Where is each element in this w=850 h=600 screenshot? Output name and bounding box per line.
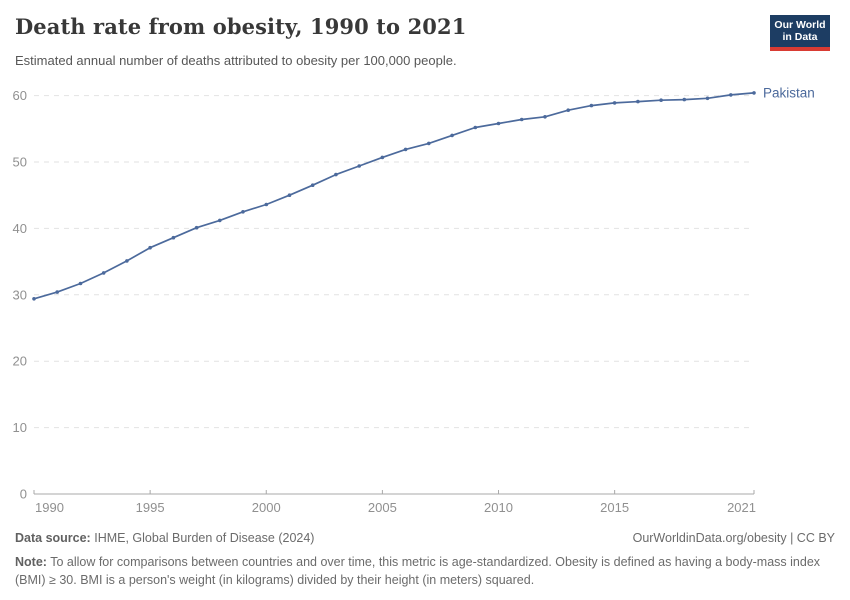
- data-point[interactable]: [473, 125, 478, 130]
- chart-note: Note: To allow for comparisons between c…: [15, 554, 827, 589]
- data-point[interactable]: [450, 133, 454, 138]
- y-gridlines: [34, 95, 754, 429]
- data-point[interactable]: [55, 290, 59, 294]
- data-point[interactable]: [241, 210, 245, 214]
- x-axis: 1990 1995 2000 2005 2010 2015 2021: [33, 490, 756, 515]
- data-point[interactable]: [589, 103, 594, 108]
- data-source-value: IHME, Global Burden of Disease (2024): [94, 531, 315, 545]
- data-point[interactable]: [125, 259, 129, 263]
- data-point[interactable]: [334, 172, 338, 177]
- data-point[interactable]: [148, 245, 152, 250]
- chart-title: Death rate from obesity, 1990 to 2021: [15, 14, 467, 39]
- data-point[interactable]: [403, 147, 408, 152]
- series-markers: [32, 91, 756, 301]
- y-tick-label: 50: [13, 155, 27, 170]
- x-tick-label: 2015: [600, 500, 629, 515]
- entity-label[interactable]: Pakistan: [763, 85, 815, 100]
- x-tick-label: 2000: [252, 500, 281, 515]
- data-point[interactable]: [543, 115, 547, 119]
- x-tick-label: 2010: [484, 500, 513, 515]
- y-tick-label: 60: [13, 88, 27, 103]
- data-point[interactable]: [519, 117, 524, 122]
- data-point[interactable]: [101, 271, 106, 275]
- data-point[interactable]: [194, 225, 199, 230]
- data-point[interactable]: [659, 98, 663, 102]
- data-point[interactable]: [357, 164, 362, 168]
- series-line-pakistan[interactable]: [33, 92, 755, 300]
- data-point[interactable]: [218, 218, 222, 223]
- data-point[interactable]: [705, 96, 710, 101]
- y-tick-label: 20: [13, 354, 27, 369]
- data-point[interactable]: [171, 235, 176, 240]
- data-point[interactable]: [729, 93, 733, 97]
- data-source-label: Data source:: [15, 531, 91, 545]
- data-point[interactable]: [310, 183, 315, 187]
- data-point[interactable]: [496, 121, 501, 126]
- x-tick-label: 2021: [727, 500, 756, 515]
- y-tick-label: 30: [13, 287, 27, 302]
- attribution-link[interactable]: OurWorldinData.org/obesity | CC BY: [632, 531, 835, 545]
- owid-logo-line2: in Data: [782, 31, 818, 43]
- data-point[interactable]: [566, 108, 570, 112]
- data-point[interactable]: [287, 193, 292, 197]
- data-point[interactable]: [78, 281, 83, 286]
- y-tick-label: 40: [13, 221, 27, 236]
- owid-logo-line1: Our World: [774, 19, 826, 31]
- data-point[interactable]: [752, 91, 756, 95]
- data-source: Data source: IHME, Global Burden of Dise…: [15, 531, 314, 545]
- chart-note-text: To allow for comparisons between countri…: [15, 555, 821, 587]
- x-tick-label: 1990: [35, 500, 64, 515]
- y-axis-labels: 0 10 20 30 40 50 60: [13, 88, 27, 501]
- chart-note-label: Note:: [15, 555, 47, 569]
- x-tick-label: 2005: [368, 500, 397, 515]
- chart-subtitle: Estimated annual number of deaths attrib…: [15, 53, 457, 68]
- x-tick-label: 1995: [136, 500, 165, 515]
- owid-logo: Our World in Data: [770, 15, 830, 51]
- data-point[interactable]: [682, 97, 687, 102]
- y-tick-label: 0: [20, 487, 27, 502]
- data-point[interactable]: [380, 155, 385, 160]
- data-point[interactable]: [427, 141, 431, 146]
- footer-source-row: Data source: IHME, Global Burden of Dise…: [15, 531, 835, 545]
- data-point[interactable]: [32, 297, 36, 301]
- y-tick-label: 10: [13, 420, 27, 435]
- data-point[interactable]: [612, 101, 617, 105]
- data-point[interactable]: [264, 202, 269, 207]
- data-point[interactable]: [636, 99, 640, 104]
